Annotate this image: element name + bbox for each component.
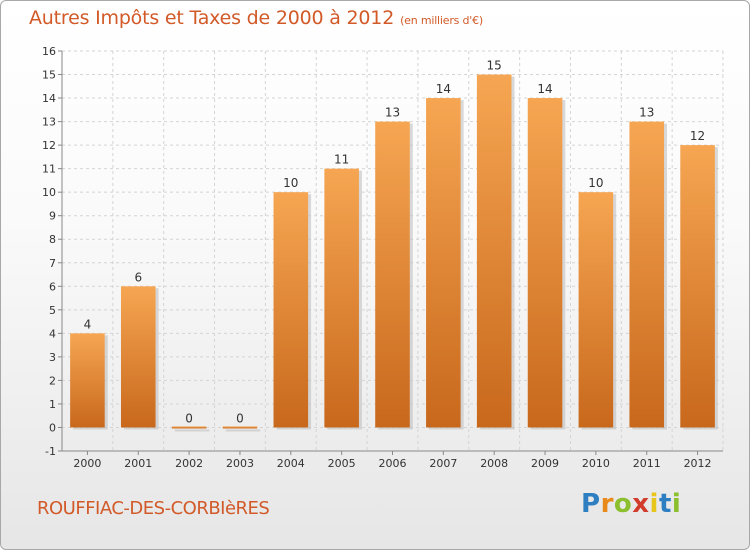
data-label: 10 [283, 176, 298, 190]
y-tick-label: 8 [49, 233, 56, 246]
chart-title-text: Autres Impôts et Taxes de 2000 à 2012 [29, 7, 395, 29]
x-tick-label: 2002 [175, 457, 203, 470]
data-label: 4 [84, 317, 92, 331]
data-label: 12 [690, 129, 705, 143]
axes [58, 50, 723, 455]
data-label: 6 [134, 270, 142, 284]
y-tick-label: 11 [42, 163, 56, 176]
y-tick-label: 7 [49, 257, 56, 270]
data-label: 0 [185, 411, 193, 425]
bar [375, 121, 410, 428]
x-tick-label: 2006 [379, 457, 407, 470]
x-tick-label: 2000 [73, 457, 101, 470]
proxiti-logo: Proxiti [581, 489, 681, 519]
bar [527, 98, 563, 428]
y-tick-label: 4 [49, 327, 56, 340]
y-tick-label: 10 [42, 186, 56, 199]
chart-unit: (en milliers d'€) [400, 14, 483, 27]
logo-letter: o [613, 489, 633, 519]
logo-letter: r [600, 489, 614, 519]
data-label: 13 [639, 106, 654, 120]
x-tick-label: 2008 [480, 457, 508, 470]
y-tick-label: 2 [49, 374, 56, 387]
logo-letter: x [632, 489, 650, 519]
x-tick-label: 2009 [531, 457, 559, 470]
data-label: 0 [236, 411, 244, 425]
bar [476, 74, 512, 428]
x-tick-label: 2005 [328, 457, 356, 470]
data-label: 14 [436, 82, 451, 96]
bar [171, 426, 207, 429]
y-tick-label: 12 [42, 139, 56, 152]
x-tick-label: 2010 [582, 457, 610, 470]
y-tick-label: 13 [42, 116, 56, 129]
y-tick-label: 3 [49, 351, 56, 364]
bar [273, 192, 309, 428]
bar [120, 286, 156, 428]
y-tick-label: -1 [45, 445, 56, 458]
y-tick-label: 16 [42, 45, 56, 58]
logo-letter: P [581, 489, 601, 519]
x-tick-label: 2004 [277, 457, 305, 470]
chart-title: Autres Impôts et Taxes de 2000 à 2012 (en… [29, 7, 483, 29]
y-tick-label: 1 [49, 398, 56, 411]
logo-letter: i [649, 489, 659, 519]
x-tick-label: 2012 [684, 457, 712, 470]
data-label: 14 [537, 82, 552, 96]
data-label: 11 [334, 153, 349, 167]
bar [70, 333, 105, 428]
x-tick-label: 2011 [633, 457, 661, 470]
commune-name: ROUFFIAC-DES-CORBIèRES [37, 498, 270, 519]
y-tick-label: 15 [42, 69, 56, 82]
y-tick-label: 6 [49, 280, 56, 293]
bar-shadow [174, 429, 210, 432]
x-tick-label: 2003 [226, 457, 254, 470]
bar [629, 121, 665, 428]
labels: -101234567891011121314151642000620010200… [42, 45, 712, 470]
y-tick-label: 9 [49, 210, 56, 223]
bar [426, 98, 461, 428]
y-tick-label: 14 [42, 92, 56, 105]
bar-shadow [225, 429, 261, 432]
bar [680, 145, 715, 428]
y-tick-label: 0 [49, 421, 56, 434]
x-tick-label: 2001 [124, 457, 152, 470]
bars [70, 74, 718, 432]
bar [578, 192, 614, 428]
data-label: 15 [487, 59, 502, 73]
x-tick-label: 2007 [429, 457, 457, 470]
y-tick-label: 5 [49, 304, 56, 317]
data-label: 10 [588, 176, 603, 190]
logo-letter: i [671, 489, 682, 519]
bar [324, 168, 359, 428]
bar [222, 426, 258, 429]
data-label: 13 [385, 106, 400, 120]
logo-letter: t [658, 489, 672, 519]
